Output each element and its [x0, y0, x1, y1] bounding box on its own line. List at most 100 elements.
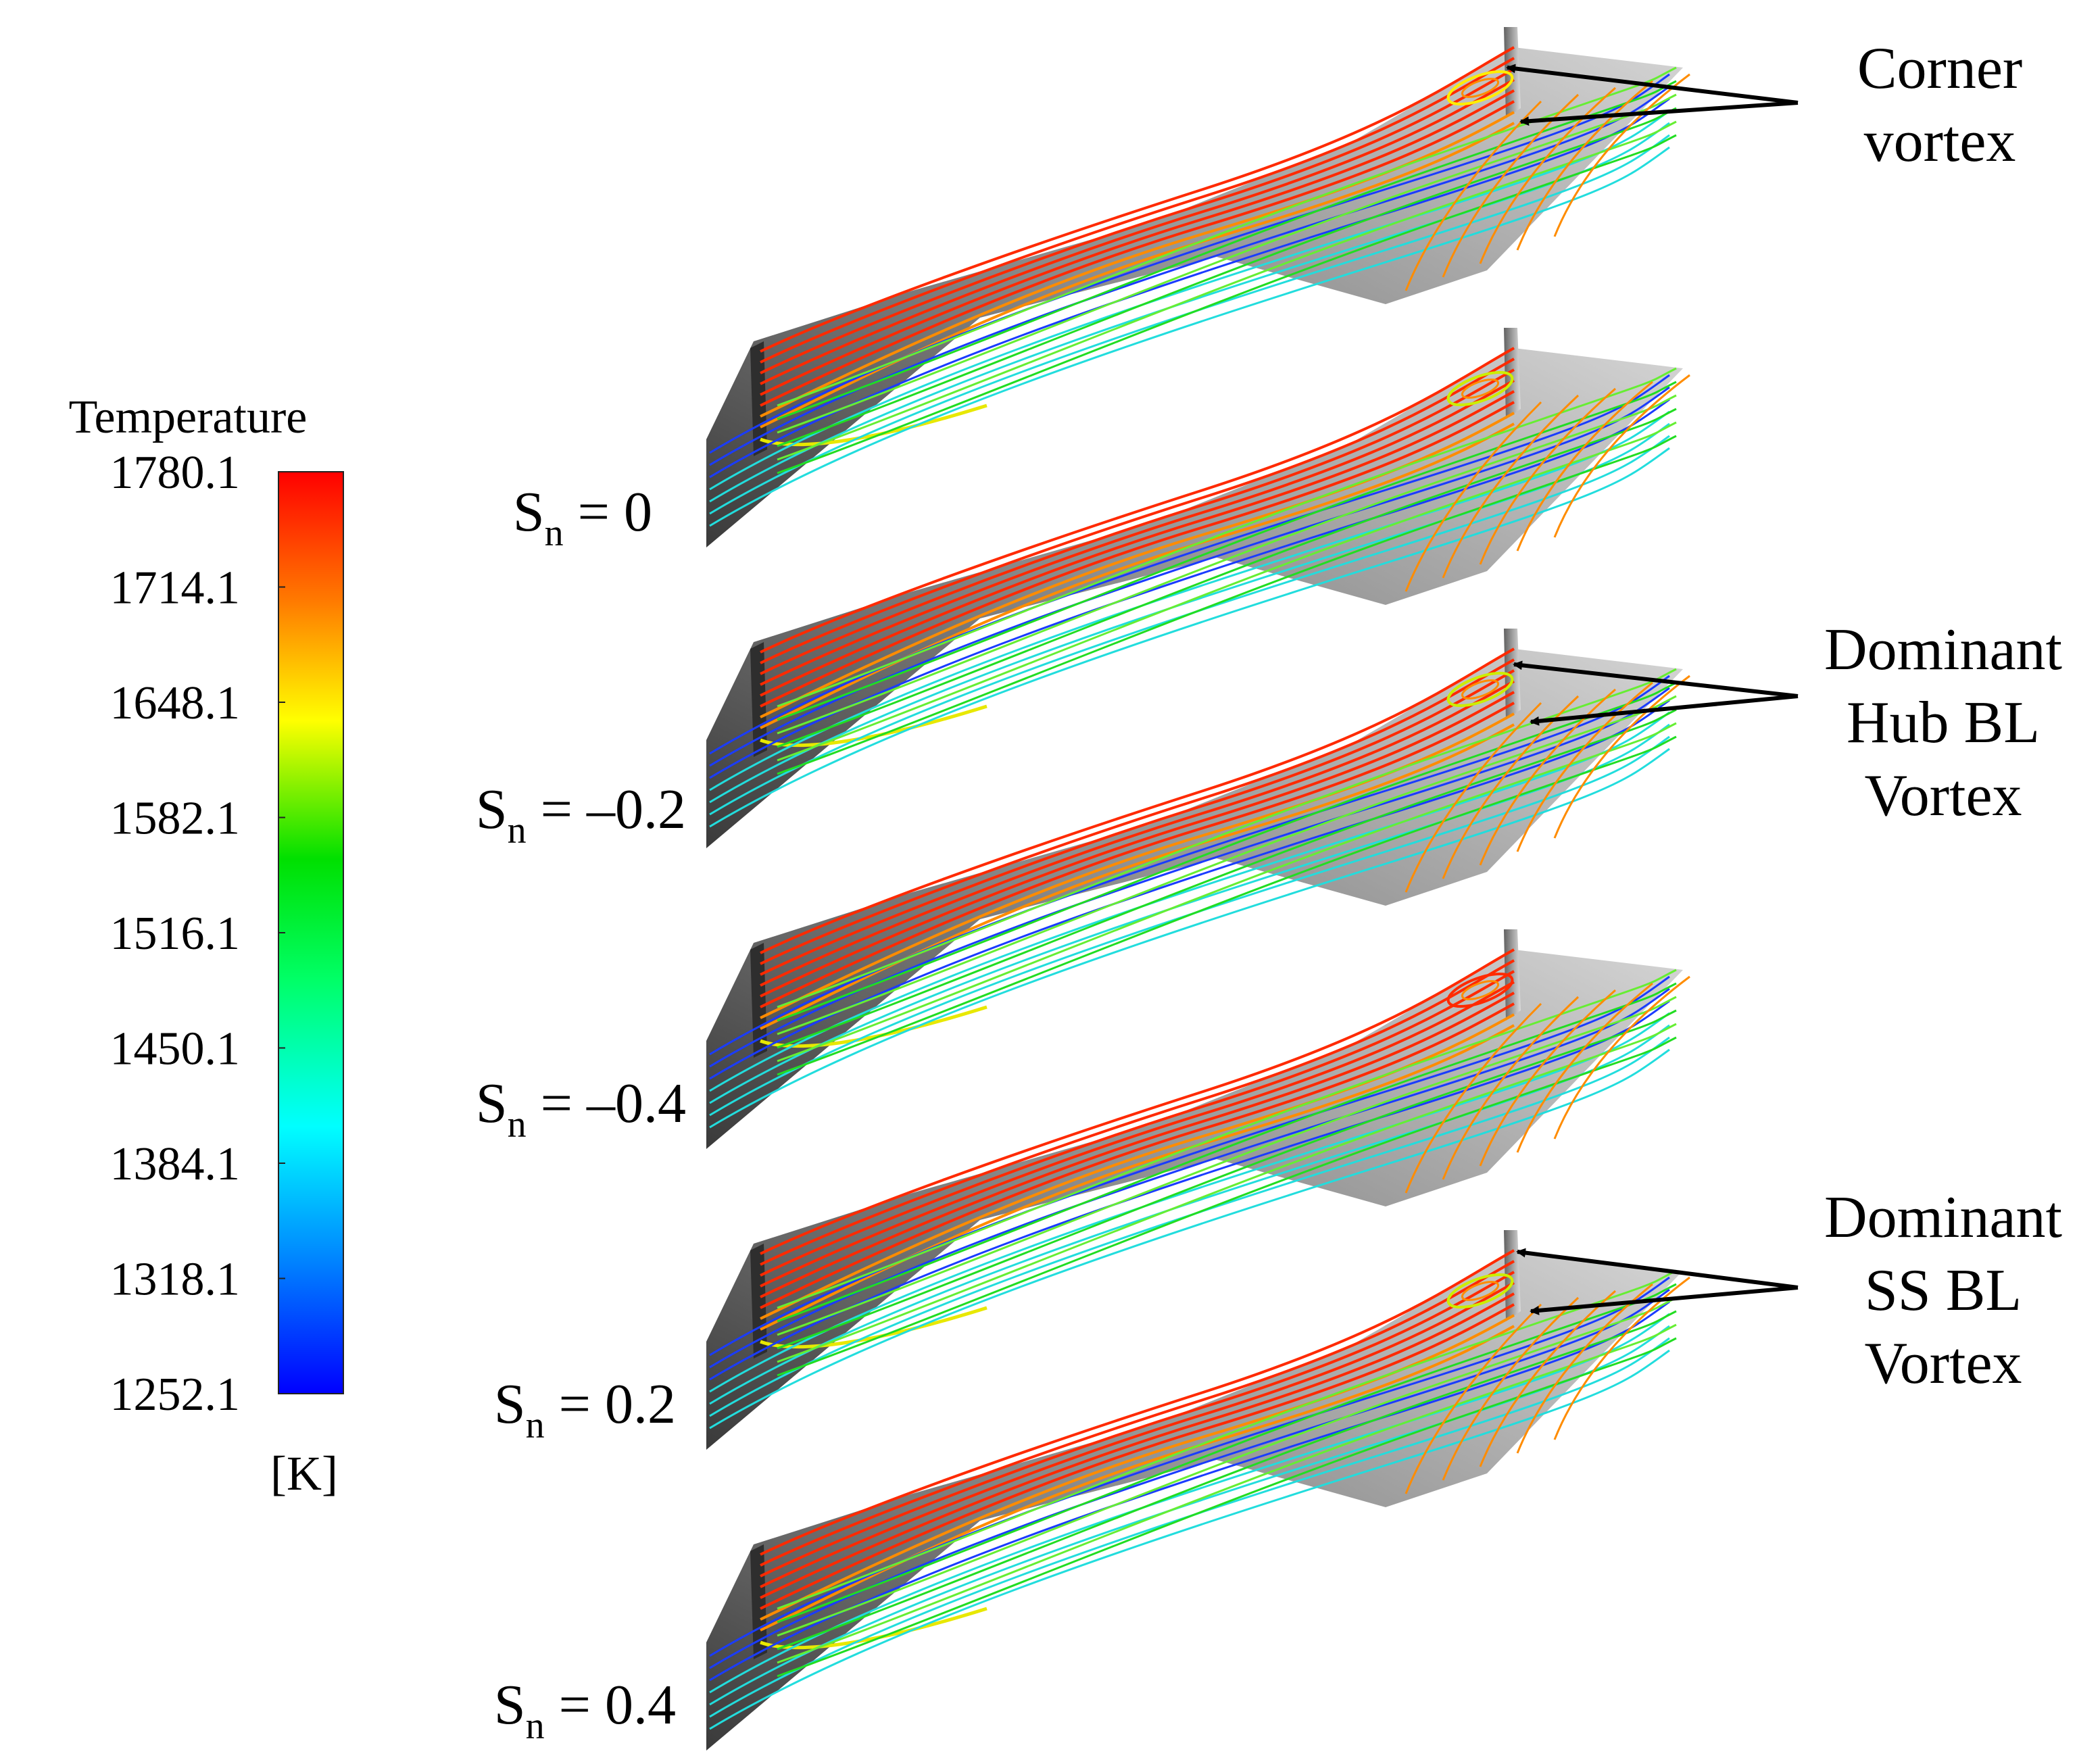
streakline [760, 358, 1515, 664]
streakline [777, 435, 1677, 775]
annotation-arrow [1516, 1248, 1799, 1290]
streakline [777, 681, 1677, 1022]
streakline [777, 1269, 1677, 1610]
annotation-text: Vortex [1864, 763, 2022, 829]
annotation-text: vortex [1864, 109, 2016, 174]
streakline [777, 107, 1677, 447]
vortex-swirl [1446, 70, 1514, 106]
streakline [760, 111, 1515, 418]
streakline [1442, 394, 1580, 579]
streakline [1516, 381, 1653, 552]
vortex-swirl [1461, 679, 1500, 700]
streakline [760, 704, 987, 748]
panel-label-value: = –0.2 [527, 778, 686, 841]
streakline [760, 959, 1515, 1266]
colorbar: Temperature 1780.1 1714.1 1648.1 1582.1 1516… [69, 391, 344, 1500]
streakline [1442, 93, 1580, 278]
streakline [760, 691, 1515, 998]
streakline [760, 89, 1515, 396]
streakline [709, 422, 1670, 804]
streakline [1442, 695, 1580, 879]
streakline [709, 1313, 1670, 1694]
vortex-swirl [1446, 370, 1514, 407]
streakline [760, 702, 1515, 1008]
streakline [777, 1323, 1677, 1664]
annotation-arrow [1530, 694, 1799, 726]
streakline [1405, 1002, 1542, 1194]
streakline [760, 669, 1515, 976]
panel-label-symbol: S [494, 1673, 526, 1736]
streakline [760, 1314, 1515, 1621]
streakline [709, 1024, 1670, 1405]
vortex-swirl [1461, 1281, 1500, 1301]
streakline [709, 122, 1670, 503]
streakline [709, 1276, 1670, 1657]
vortex-swirl [1461, 980, 1500, 1000]
annotation-arrow [1513, 660, 1799, 698]
streakline [760, 100, 1515, 407]
colorbar-tick-label: 1252.1 [110, 1369, 241, 1421]
colorbar-tick-label: 1714.1 [110, 562, 241, 614]
streakline [760, 401, 1515, 708]
streakline [760, 1002, 1515, 1309]
streakline [777, 668, 1677, 1008]
panel-label: Sn = –0.2 [476, 778, 686, 852]
streakline [709, 374, 1670, 755]
panel-label: Sn = 0.2 [494, 1373, 676, 1446]
panel-label-value: = 0.2 [545, 1373, 676, 1436]
streakline [760, 1005, 987, 1048]
panel-label-value: = 0 [564, 481, 652, 543]
streakline [1516, 681, 1653, 852]
colorbar-tick-label: 1516.1 [110, 908, 241, 960]
streakline [777, 982, 1677, 1323]
streakline [709, 1325, 1670, 1706]
panel-label-subscript: n [526, 1404, 545, 1446]
streakline [760, 412, 1515, 718]
streakline [777, 421, 1677, 762]
streakline [777, 66, 1677, 407]
vortex-swirl [1461, 378, 1500, 399]
annotation-arrow [1530, 1286, 1799, 1315]
streakline [709, 1337, 1670, 1718]
colorbar-tick-label: 1648.1 [110, 677, 241, 729]
streakline [777, 80, 1677, 420]
streakline [760, 1306, 987, 1349]
annotation-text: Dominant [1824, 617, 2062, 683]
annotation-text: SS BL [1865, 1258, 2022, 1323]
streakline [709, 410, 1670, 791]
streakline [709, 435, 1670, 816]
annotation-arrow [1506, 64, 1799, 105]
panel-label-subscript: n [526, 1705, 545, 1747]
annotation-arrow [1519, 101, 1799, 126]
blade-panel: Sn = –0.4 [476, 629, 1690, 1149]
streakline [709, 109, 1670, 491]
colorbar-unit: [K] [270, 1446, 338, 1500]
streakline [777, 722, 1677, 1062]
panel-label: Sn = 0 [513, 481, 652, 554]
streakline [1405, 401, 1542, 592]
streakline [760, 992, 1515, 1298]
panel-label-symbol: S [494, 1373, 526, 1436]
streakline [760, 390, 1515, 697]
panels: Sn = 0Sn = –0.2Sn = –0.4Sn = 0.2Sn = 0.4 [476, 27, 1690, 1751]
panel-label-subscript: n [508, 1104, 527, 1146]
streakline [709, 447, 1670, 828]
streakline [709, 146, 1670, 527]
panel-label: Sn = 0.4 [494, 1673, 676, 1747]
streakline [777, 708, 1677, 1049]
panel-label-symbol: S [476, 1072, 508, 1135]
streakline [760, 368, 1515, 675]
streakline [1442, 1296, 1580, 1481]
streakline [760, 1249, 1515, 1556]
streakline [1479, 87, 1616, 264]
streakline [760, 1281, 1515, 1588]
blade-panel: Sn = 0.4 [494, 1230, 1690, 1751]
streakline [1516, 80, 1653, 251]
streakline [1479, 989, 1616, 1167]
streakline [760, 404, 987, 447]
panel-label-value: = 0.4 [545, 1673, 676, 1736]
streakline [709, 1036, 1670, 1417]
streakline [777, 1036, 1677, 1377]
